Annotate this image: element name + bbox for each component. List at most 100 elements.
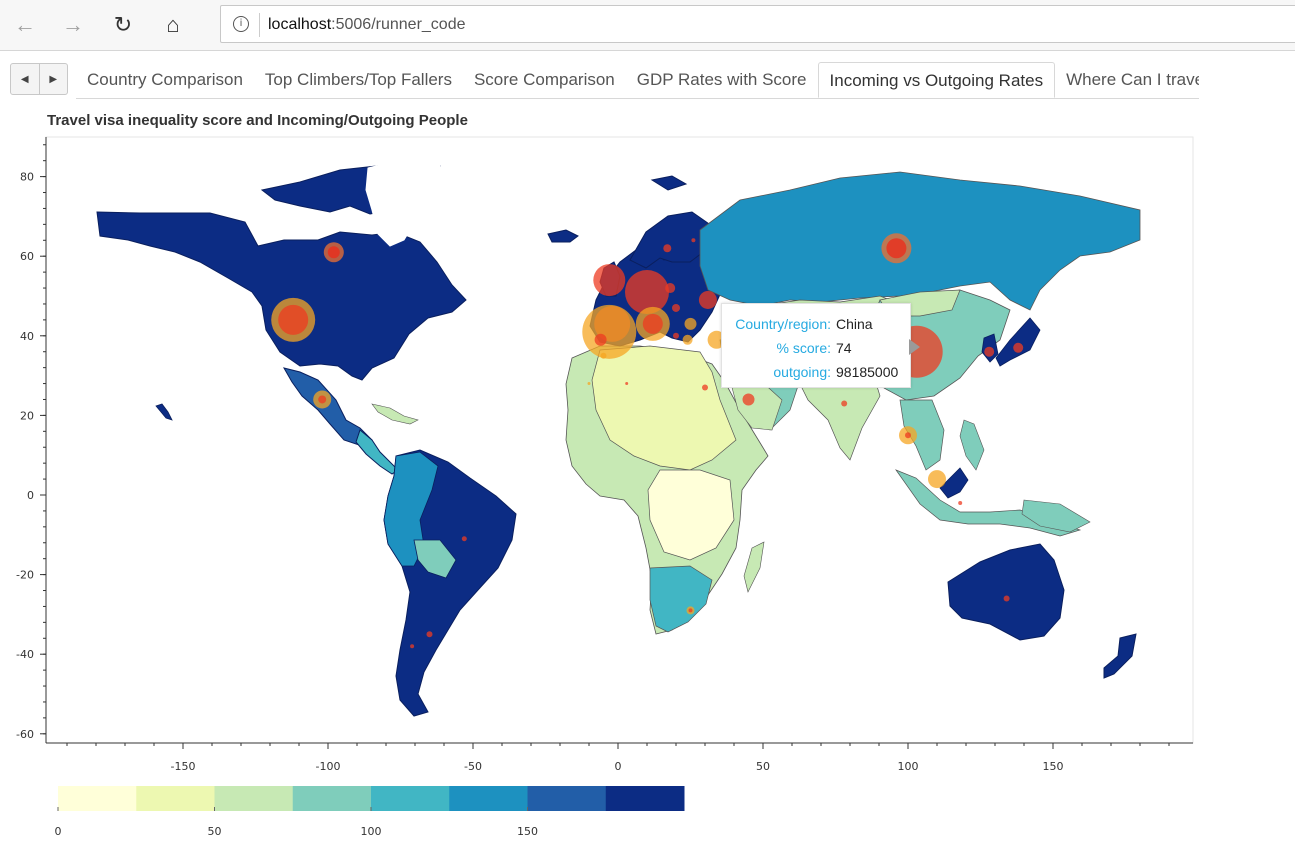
region-south-america-west xyxy=(383,451,439,567)
colorbar-swatch xyxy=(605,786,685,811)
bubble-point[interactable] xyxy=(958,500,963,505)
x-tick-label: -50 xyxy=(464,760,482,773)
y-tick-label: -40 xyxy=(16,648,34,661)
tab-scroll-right-icon[interactable]: ▶ xyxy=(38,64,68,94)
y-tick-label: -20 xyxy=(16,569,34,582)
region-southern-africa xyxy=(649,565,713,633)
bubble-point[interactable] xyxy=(642,313,663,334)
bubble-point[interactable] xyxy=(928,470,946,489)
bubble-layer xyxy=(271,233,1024,649)
colorbar-swatch xyxy=(58,786,137,811)
colorbar-tick-label: 100 xyxy=(361,825,382,838)
tab-country-comparison[interactable]: Country Comparison xyxy=(87,70,243,89)
bubble-point[interactable] xyxy=(625,382,629,386)
bubble-point[interactable] xyxy=(742,393,755,406)
bubble-point[interactable] xyxy=(593,264,626,297)
tooltip-key: Country/region: xyxy=(735,316,831,332)
tooltip-row-score: % score: 74 xyxy=(722,337,910,361)
region-bolivia xyxy=(413,539,457,579)
tooltip-value: China xyxy=(836,316,873,332)
tooltip-row-country: Country/region: China xyxy=(722,313,910,337)
x-tick-label: 50 xyxy=(756,760,770,773)
axes: -150 -100 -50 0 50 100 150 80 60 40 20 0 -20 -40 -60 xyxy=(16,137,1193,773)
bubble-point[interactable] xyxy=(886,238,907,259)
address-divider xyxy=(259,13,260,37)
tab-gdp-rates[interactable]: GDP Rates with Score xyxy=(636,70,807,89)
bubble-point[interactable] xyxy=(684,317,697,330)
bubble-point[interactable] xyxy=(905,432,911,439)
bubble-point[interactable] xyxy=(594,333,607,346)
region-svalbard xyxy=(650,175,688,191)
bubble-point[interactable] xyxy=(278,304,309,335)
region-japan xyxy=(995,317,1041,367)
bubble-point[interactable] xyxy=(625,270,669,315)
url-host: localhost xyxy=(268,16,332,33)
x-tick-label: 150 xyxy=(1043,760,1064,773)
bubble-point[interactable] xyxy=(587,382,591,386)
bubble-point[interactable] xyxy=(663,244,672,253)
bubble-point[interactable] xyxy=(691,238,696,243)
colorbar-swatch xyxy=(292,786,372,811)
region-north-africa xyxy=(591,345,737,471)
region-new-zealand xyxy=(1103,633,1137,679)
y-tick-label: 60 xyxy=(20,250,34,263)
home-icon[interactable]: ⌂ xyxy=(166,12,180,37)
tab-top-climbers[interactable]: Top Climbers/Top Fallers xyxy=(264,70,452,89)
x-tick-label: -100 xyxy=(316,760,341,773)
bubble-point[interactable] xyxy=(665,283,676,294)
tooltip-key: outgoing: xyxy=(773,364,831,380)
country-map xyxy=(96,159,1141,717)
region-australia xyxy=(947,543,1065,641)
bubble-point[interactable] xyxy=(327,246,340,259)
tab-incoming-outgoing[interactable]: Incoming vs Outgoing Rates xyxy=(817,62,1056,98)
site-info-icon[interactable]: i xyxy=(233,16,249,32)
bubble-point[interactable] xyxy=(688,608,693,613)
bubble-point[interactable] xyxy=(318,395,327,404)
bubble-point[interactable] xyxy=(702,384,708,391)
tab-scroll-left-icon[interactable]: ◀ xyxy=(20,73,29,85)
forward-arrow-icon[interactable]: → xyxy=(62,12,84,37)
x-tick-label: 100 xyxy=(898,760,919,773)
bubble-point[interactable] xyxy=(673,332,679,339)
tab-scroll-buttons: ◀ ▶ xyxy=(10,63,68,95)
tab-where-can-i-travel[interactable]: Where Can I travel to? xyxy=(1066,70,1199,89)
x-tick-label: 0 xyxy=(615,760,622,773)
bubble-point[interactable] xyxy=(984,346,995,357)
plot-title: Travel visa inequality score and Incomin… xyxy=(47,112,468,129)
bubble-point[interactable] xyxy=(600,352,607,359)
bubble-point[interactable] xyxy=(841,400,848,407)
region-north-america xyxy=(96,211,467,381)
region-central-africa xyxy=(647,469,735,561)
region-iceland xyxy=(547,229,579,243)
y-tick-label: 80 xyxy=(20,171,34,184)
bubble-point[interactable] xyxy=(410,644,415,649)
bubble-point[interactable] xyxy=(672,303,680,312)
bubble-point[interactable] xyxy=(461,536,467,542)
url-path: :5006/runner_code xyxy=(331,16,466,33)
reload-icon[interactable]: ↻ xyxy=(113,12,133,37)
bubble-point[interactable] xyxy=(682,334,693,345)
hover-tooltip: Country/region: China % score: 74 outgoing… xyxy=(721,303,911,388)
colorbar-tick-label: 150 xyxy=(517,825,538,838)
colorbar-swatch xyxy=(371,786,450,811)
colorbar-tick-label: 0 xyxy=(55,825,62,838)
bubble-point[interactable] xyxy=(426,631,433,638)
bubble-point[interactable] xyxy=(698,290,717,309)
tab-score-comparison[interactable]: Score Comparison xyxy=(473,70,615,89)
browser-toolbar: ← → ↻ ⌂ i localhost:5006/runner_code xyxy=(0,0,1295,51)
colorbar-swatch xyxy=(449,786,528,811)
bubble-point[interactable] xyxy=(1003,595,1010,602)
bubble-point[interactable] xyxy=(594,305,631,342)
address-bar[interactable]: i localhost:5006/runner_code xyxy=(220,5,1295,43)
tooltip-value: 98185000 xyxy=(836,364,899,380)
y-tick-label: -60 xyxy=(16,728,34,741)
url-text[interactable]: localhost:5006/runner_code xyxy=(268,16,465,34)
region-madagascar xyxy=(743,541,765,593)
bubble-point[interactable] xyxy=(1013,342,1024,353)
region-malaysia xyxy=(939,467,969,499)
x-tick-label: -150 xyxy=(171,760,196,773)
region-caribbean xyxy=(371,403,419,425)
tooltip-key: % score: xyxy=(776,340,831,356)
back-arrow-icon[interactable]: ← xyxy=(14,12,36,37)
